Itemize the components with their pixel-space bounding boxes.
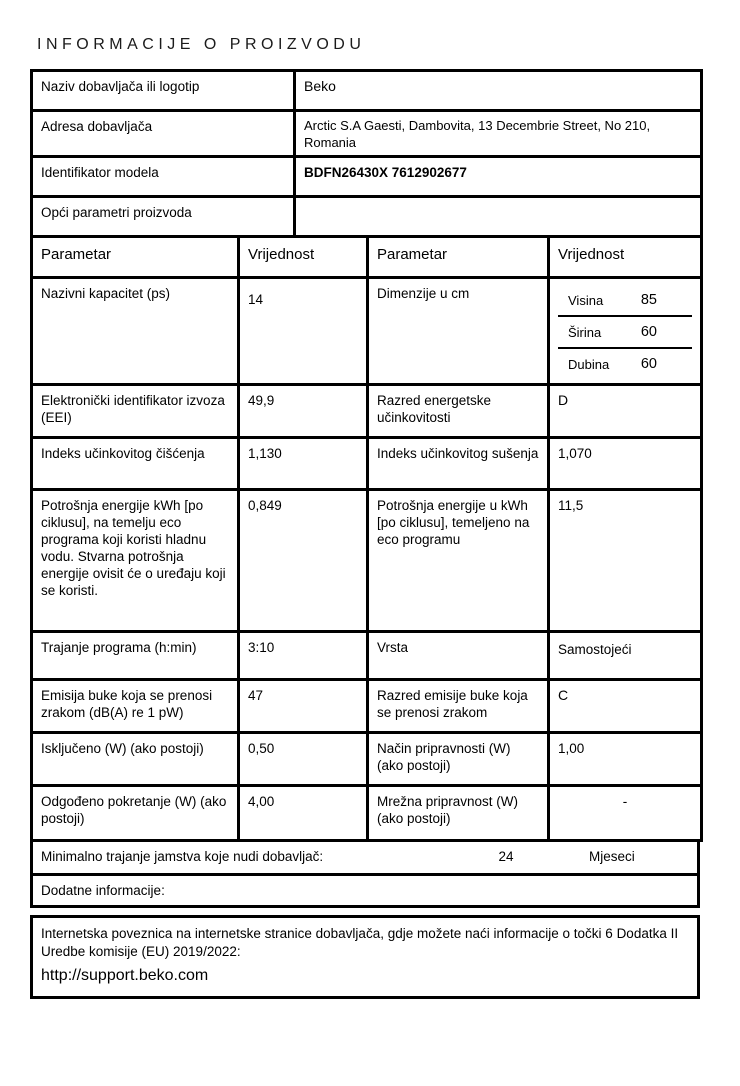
dimension-row: Širina 60 <box>558 315 692 347</box>
param-value-cell: C <box>547 678 703 734</box>
supplier-website-link[interactable]: http://support.beko.com <box>41 967 209 984</box>
link-box: Internetska poveznica na internetske str… <box>30 915 700 999</box>
param-row-duration: Trajanje programa (h:min) 3:10 Vrsta Sam… <box>30 630 703 681</box>
param-label-cell: Elektronički identifikator izvoza (EEI) <box>30 383 240 439</box>
supplier-name-value: Beko <box>293 69 703 112</box>
supplier-table: Naziv dobavljača ili logotip Beko Adresa… <box>30 69 703 238</box>
param-value-cell: 0,849 <box>237 488 369 633</box>
param-label-cell: Emisija buke koja se prenosi zrakom (dB(… <box>30 678 240 734</box>
header-parametar-2: Parametar <box>366 235 550 279</box>
param-value-cell: - <box>547 784 703 842</box>
supplier-row: Adresa dobavljača Arctic S.A Gaesti, Dam… <box>30 109 703 158</box>
dimensions-cell: Visina 85 Širina 60 Dubina 60 <box>547 276 703 386</box>
page-title: INFORMACIJE O PROIZVODU <box>37 36 366 53</box>
guarantee-table: Minimalno trajanje jamstva koje nudi dob… <box>30 839 700 876</box>
additional-info-row: Dodatne informacije: <box>30 873 700 908</box>
dimension-label: Dubina <box>568 356 610 372</box>
model-identifier-label: Identifikator modela <box>30 155 296 198</box>
guarantee-unit: Mjeseci <box>589 849 635 864</box>
guarantee-row: Minimalno trajanje jamstva koje nudi dob… <box>30 839 700 876</box>
dimension-value: 85 <box>640 291 657 308</box>
general-parameters-value <box>293 195 703 238</box>
supplier-name-label: Naziv dobavljača ili logotip <box>30 69 296 112</box>
supplier-address-value: Arctic S.A Gaesti, Dambovita, 13 Decembr… <box>293 109 703 158</box>
product-information-sheet: INFORMACIJE O PROIZVODU Naziv dobavljača… <box>0 36 740 1086</box>
dimension-value: 60 <box>640 323 657 340</box>
param-row-energy: Potrošnja energije kWh [po ciklusu], na … <box>30 488 703 633</box>
dimension-row: Visina 85 <box>558 285 692 315</box>
link-box-text: Internetska poveznica na internetske str… <box>41 926 679 959</box>
header-vrijednost-1: Vrijednost <box>237 235 369 279</box>
param-label-cell: Način pripravnosti (W) (ako postoji) <box>366 731 550 787</box>
param-row-off-mode: Isključeno (W) (ako postoji) 0,50 Način … <box>30 731 703 787</box>
param-label-cell: Isključeno (W) (ako postoji) <box>30 731 240 787</box>
dimension-label: Širina <box>568 324 602 340</box>
guarantee-value: 24 <box>498 849 514 864</box>
supplier-address-label: Adresa dobavljača <box>30 109 296 158</box>
param-label-cell: Potrošnja energije kWh [po ciklusu], na … <box>30 488 240 633</box>
param-value-cell: 1,130 <box>237 436 369 491</box>
param-row-eei: Elektronički identifikator izvoza (EEI) … <box>30 383 703 439</box>
guarantee-label: Minimalno trajanje jamstva koje nudi dob… <box>41 849 324 864</box>
additional-info-label: Dodatne informacije: <box>30 873 700 908</box>
dimension-value: 60 <box>640 355 657 372</box>
supplier-row: Identifikator modela BDFN26430X 76129026… <box>30 155 703 198</box>
param-label-cell: Vrsta <box>366 630 550 681</box>
param-value-cell: 1,00 <box>547 731 703 787</box>
param-label-cell: Razred emisije buke koja se prenosi zrak… <box>366 678 550 734</box>
param-value-cell: 49,9 <box>237 383 369 439</box>
model-identifier-value: BDFN26430X 7612902677 <box>293 155 703 198</box>
param-value-cell: 14 <box>237 276 369 386</box>
parameters-table: Parametar Vrijednost Parametar Vrijednos… <box>30 235 703 842</box>
additional-info-table: Dodatne informacije: <box>30 873 700 908</box>
header-parametar-1: Parametar <box>30 235 240 279</box>
supplier-row: Opći parametri proizvoda <box>30 195 703 238</box>
dimension-label: Visina <box>568 292 604 308</box>
param-label-cell: Mrežna pripravnost (W) (ako postoji) <box>366 784 550 842</box>
general-parameters-label: Opći parametri proizvoda <box>30 195 296 238</box>
param-label-cell: Dimenzije u cm <box>366 276 550 386</box>
header-vrijednost-2: Vrijednost <box>547 235 703 279</box>
param-value-cell: 3:10 <box>237 630 369 681</box>
param-value-cell: Samostojeći <box>547 630 703 681</box>
supplier-row: Naziv dobavljača ili logotip Beko <box>30 69 703 112</box>
param-label-cell: Odgođeno pokretanje (W) (ako postoji) <box>30 784 240 842</box>
param-value-cell: 11,5 <box>547 488 703 633</box>
parameters-header-row: Parametar Vrijednost Parametar Vrijednos… <box>30 235 703 279</box>
param-row-cleaning-index: Indeks učinkovitog čišćenja 1,130 Indeks… <box>30 436 703 491</box>
param-row-capacity: Nazivni kapacitet (ps) 14 Dimenzije u cm… <box>30 276 703 386</box>
guarantee-cell: Minimalno trajanje jamstva koje nudi dob… <box>30 839 700 876</box>
param-value-cell: 4,00 <box>237 784 369 842</box>
param-label-cell: Nazivni kapacitet (ps) <box>30 276 240 386</box>
param-label-cell: Indeks učinkovitog sušenja <box>366 436 550 491</box>
param-value-cell: 1,070 <box>547 436 703 491</box>
dimension-row: Dubina 60 <box>558 347 692 379</box>
param-label-cell: Indeks učinkovitog čišćenja <box>30 436 240 491</box>
param-label-cell: Razred energetske učinkovitosti <box>366 383 550 439</box>
param-label-cell: Potrošnja energije u kWh [po ciklusu], t… <box>366 488 550 633</box>
param-label-cell: Trajanje programa (h:min) <box>30 630 240 681</box>
param-row-noise: Emisija buke koja se prenosi zrakom (dB(… <box>30 678 703 734</box>
param-row-delayed-start: Odgođeno pokretanje (W) (ako postoji) 4,… <box>30 784 703 842</box>
param-value-cell: D <box>547 383 703 439</box>
param-value-cell: 0,50 <box>237 731 369 787</box>
param-value-cell: 47 <box>237 678 369 734</box>
